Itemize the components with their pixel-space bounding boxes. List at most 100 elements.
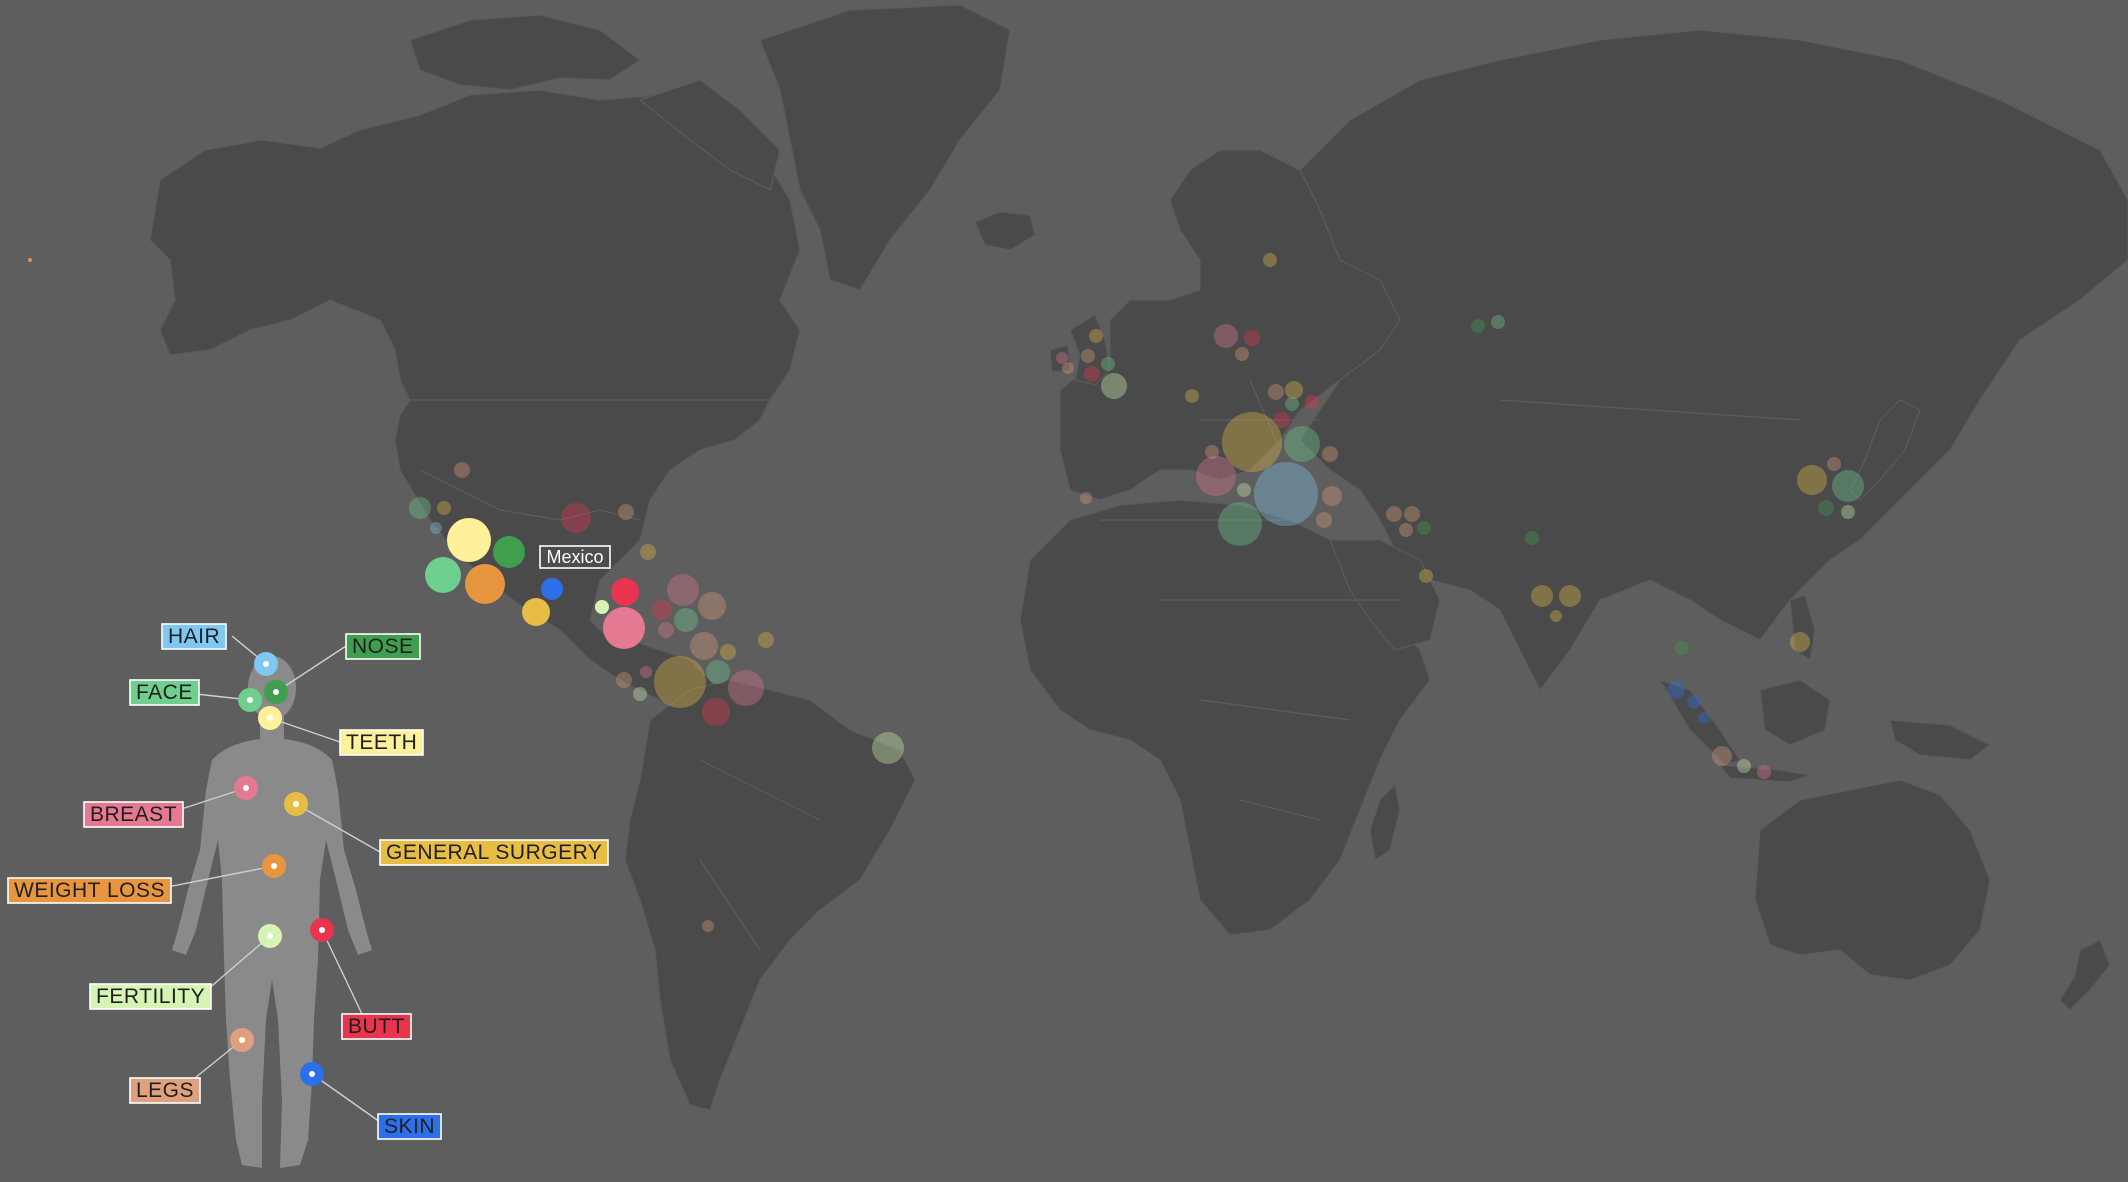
bubble-breast[interactable] [667,574,699,606]
bubble-general-surgery[interactable] [640,544,656,560]
legend-tag-butt[interactable]: BUTT [341,1013,412,1040]
bubble-legs[interactable] [1386,506,1402,522]
bubble-general-surgery[interactable] [437,501,451,515]
legend-label-hair: HAIR [168,625,220,648]
bubble-legs[interactable] [1080,492,1092,504]
bubble-hair[interactable] [1254,462,1318,526]
bubble-legs[interactable] [1712,746,1732,766]
bubble-mexico-breast[interactable] [603,607,645,649]
bubble-general-surgery[interactable] [1263,253,1277,267]
bubble-general-surgery[interactable] [1185,389,1199,403]
bubble-legs[interactable] [1827,457,1841,471]
bubble-legs[interactable] [618,504,634,520]
bubble-nose[interactable] [1675,641,1689,655]
bubble-general-surgery[interactable] [1222,412,1282,472]
legend-tag-hair[interactable]: HAIR [161,623,227,650]
bubble-breast[interactable] [1196,456,1236,496]
bubble-butt[interactable] [1274,412,1290,428]
bubble-legs[interactable] [1235,347,1249,361]
legend-tag-skin[interactable]: SKIN [377,1113,442,1140]
bubble-butt[interactable] [1305,395,1319,409]
bubble-fertility[interactable] [1237,483,1251,497]
bubble-mexico-butt[interactable] [611,578,639,606]
bubble-breast[interactable] [640,666,652,678]
bubble-fertility[interactable] [1841,505,1855,519]
bubble-face[interactable] [409,497,431,519]
legend-tag-face[interactable]: FACE [129,679,200,706]
bubble-nose[interactable] [1525,531,1539,545]
legend-tag-legs[interactable]: LEGS [129,1077,201,1104]
bubble-legs[interactable] [1404,506,1420,522]
bubble-mexico-teeth[interactable] [447,518,491,562]
bubble-nose[interactable] [1471,319,1485,333]
bubble-general-surgery[interactable] [1089,329,1103,343]
bubble-face[interactable] [1832,470,1864,502]
legend-tag-teeth[interactable]: TEETH [339,729,424,756]
legend-tag-box-general-surgery [379,839,609,866]
bubble-skin[interactable] [1687,695,1701,709]
bubble-legs[interactable] [1322,486,1342,506]
bubble-breast[interactable] [1757,765,1771,779]
bubble-skin[interactable] [1667,681,1685,699]
greenland-land [759,4,1011,291]
legend-tag-breast[interactable]: BREAST [83,801,184,828]
bubble-face[interactable] [1285,397,1299,411]
bubble-mexico-nose[interactable] [493,536,525,568]
bubble-general-surgery[interactable] [720,644,736,660]
bubble-general-surgery[interactable] [1797,465,1827,495]
bubble-legs[interactable] [698,592,726,620]
bubble-legs[interactable] [616,672,632,688]
bubble-general-surgery[interactable] [1790,632,1810,652]
bubble-mexico-fertility[interactable] [595,600,609,614]
bubble-fertility[interactable] [1737,759,1751,773]
bubble-butt[interactable] [561,503,591,533]
bubble-legs[interactable] [1062,362,1074,374]
bubble-legs[interactable] [1081,349,1095,363]
bubble-breast[interactable] [1056,352,1068,364]
bubble-nose[interactable] [1417,521,1431,535]
bubble-legs[interactable] [1268,384,1284,400]
bubble-mexico-weight-loss[interactable] [465,564,505,604]
bubble-fertility[interactable] [633,687,647,701]
bubble-nose[interactable] [1818,500,1834,516]
bubble-hair[interactable] [430,522,442,534]
bubble-legs[interactable] [454,462,470,478]
bubble-general-surgery[interactable] [1550,610,1562,622]
bubble-legs[interactable] [1399,523,1413,537]
bubble-fertility[interactable] [872,732,904,764]
bubble-breast[interactable] [658,622,674,638]
bubble-mexico-skin[interactable] [541,578,563,600]
legend-tag-weight-loss[interactable]: WEIGHT LOSS [7,877,172,904]
bubble-legs[interactable] [1316,512,1332,528]
bubble-general-surgery[interactable] [1531,585,1553,607]
bubble-mexico-general-surgery[interactable] [522,598,550,626]
bubble-breast[interactable] [1214,324,1238,348]
bubble-general-surgery[interactable] [758,632,774,648]
legend-tag-fertility[interactable]: FERTILITY [89,983,212,1010]
bubble-breast[interactable] [728,670,764,706]
bubble-face[interactable] [1218,502,1262,546]
bubble-legs[interactable] [1205,445,1219,459]
bubble-general-surgery[interactable] [1559,585,1581,607]
bubble-butt[interactable] [652,600,672,620]
iceland-land [974,211,1036,251]
bubble-legs[interactable] [690,632,718,660]
bubble-legs[interactable] [1322,446,1338,462]
legend-tag-nose[interactable]: NOSE [345,633,421,660]
legend-tag-general-surgery[interactable]: GENERAL SURGERY [379,839,609,866]
bubble-face[interactable] [1101,357,1115,371]
bubble-face[interactable] [706,660,730,684]
bubble-skin[interactable] [1698,712,1710,724]
bubble-general-surgery[interactable] [1285,381,1303,399]
bubble-face[interactable] [1491,315,1505,329]
bubble-mexico-face[interactable] [425,557,461,593]
bubble-general-surgery[interactable] [1419,569,1433,583]
bubble-butt[interactable] [702,698,730,726]
bubble-face[interactable] [674,608,698,632]
bubble-face[interactable] [1284,426,1320,462]
bubble-butt[interactable] [1084,366,1100,382]
bubble-legs[interactable] [702,920,714,932]
bubble-general-surgery[interactable] [654,656,706,708]
bubble-butt[interactable] [1244,330,1260,346]
bubble-fertility[interactable] [1101,373,1127,399]
